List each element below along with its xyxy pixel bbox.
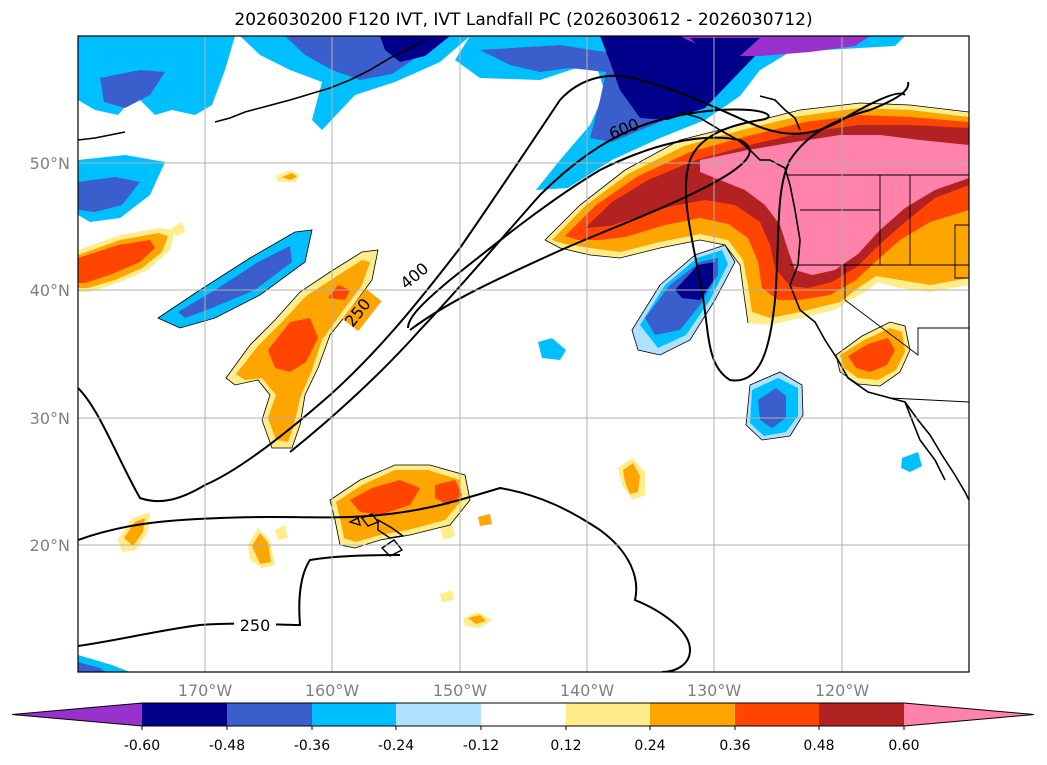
pc-negative-central-pacific — [158, 230, 312, 328]
colorbar-tick-label: -0.48 — [209, 738, 245, 754]
colorbar — [11, 702, 1035, 730]
political-borders — [788, 174, 969, 403]
lat-label-40n: 40°N — [30, 281, 70, 300]
colorbar-segment — [566, 703, 650, 726]
colorbar-tick-label: 0.24 — [634, 738, 665, 754]
pc-negative-north-pacific — [78, 36, 470, 222]
colorbar-extend-max — [904, 703, 1034, 726]
colorbar-segment — [819, 703, 904, 726]
pc-outlines — [157, 102, 969, 549]
colorbar-tick-labels: -0.60 -0.48 -0.36 -0.24 -0.12 0.12 0.24 … — [124, 738, 920, 754]
colorbar-tick-label: 0.12 — [550, 738, 581, 754]
colorbar-segment — [650, 703, 735, 726]
lat-label-50n: 50°N — [30, 154, 70, 173]
latitude-labels: 50°N 40°N 30°N 20°N — [30, 154, 70, 555]
lon-label-140w: 140°W — [560, 681, 615, 700]
coastlines — [78, 39, 969, 501]
map-title: 2026030200 F120 IVT, IVT Landfall PC (20… — [234, 10, 813, 30]
lat-label-20n: 20°N — [30, 536, 70, 555]
colorbar-tick-label: -0.24 — [378, 738, 414, 754]
colorbar-segment — [396, 703, 481, 726]
plot-frame — [77, 35, 970, 673]
lon-label-120w: 120°W — [815, 681, 870, 700]
map-plot-area: 250 400 600 250 — [78, 36, 969, 672]
colorbar-tick-label: 0.60 — [888, 738, 919, 754]
lon-label-150w: 150°W — [433, 681, 488, 700]
colorbar-segment — [312, 703, 396, 726]
longitude-labels: 170°W 160°W 150°W 140°W 130°W 120°W — [178, 681, 870, 700]
colorbar-tick-label: -0.60 — [124, 738, 160, 754]
pc-positive-atmospheric-river — [545, 103, 969, 325]
lon-label-130w: 130°W — [687, 681, 742, 700]
colorbar-segment — [481, 703, 566, 726]
colorbar-segment — [735, 703, 819, 726]
contour-label-250-south: 250 — [240, 616, 271, 635]
colorbar-tick-label: 0.48 — [803, 738, 834, 754]
ivt-contours — [78, 74, 910, 672]
colorbar-tick-label: -0.36 — [294, 738, 330, 754]
colorbar-segment — [227, 703, 312, 726]
hawaiian-islands — [348, 513, 405, 557]
lon-label-170w: 170°W — [178, 681, 233, 700]
colorbar-segment — [142, 703, 227, 726]
graticule — [78, 36, 969, 672]
colorbar-extend-min — [12, 703, 142, 726]
colorbar-tick-label: 0.36 — [719, 738, 750, 754]
lon-label-160w: 160°W — [305, 681, 360, 700]
lat-label-30n: 30°N — [30, 409, 70, 428]
pc-positive-western — [78, 170, 910, 628]
pc-negative-gulf-of-alaska — [455, 36, 905, 190]
colorbar-tick-label: -0.12 — [463, 738, 499, 754]
